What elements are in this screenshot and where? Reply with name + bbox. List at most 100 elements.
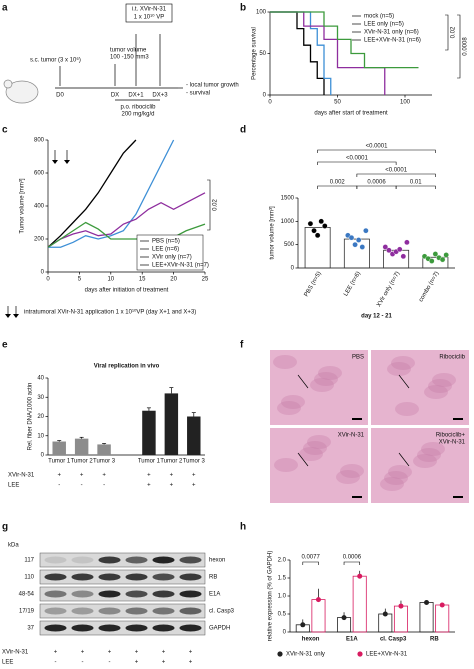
x-axis-label: days after start of treatment xyxy=(314,111,388,117)
legend-label: XVir-N-31 only (n=6) xyxy=(364,30,419,36)
histology-image xyxy=(371,350,469,425)
y-tick-label: 50 xyxy=(259,51,266,57)
x-axis-label: days after initiation of treatment xyxy=(85,288,169,294)
data-point xyxy=(432,251,439,257)
bar xyxy=(97,444,111,455)
data-point xyxy=(396,246,403,253)
scale-bar xyxy=(352,418,362,420)
data-point xyxy=(404,239,410,246)
blot-strip xyxy=(39,620,206,636)
y-axis-label: Percentage survival xyxy=(252,27,258,80)
data-point xyxy=(439,256,446,263)
footnote: intratumoral XVir-N-31 application 1 x 1… xyxy=(24,309,196,316)
condition-sign: - xyxy=(103,483,105,489)
marker-label: 117 xyxy=(24,558,34,564)
series-line xyxy=(48,192,206,248)
scale-bar xyxy=(453,418,463,420)
tissue-texture xyxy=(340,464,364,478)
category-label: Tumor 2 xyxy=(71,459,94,465)
y-axis-label: relative expression (% of GAPDH) xyxy=(268,551,274,642)
blot-band xyxy=(71,556,94,564)
arrow-head xyxy=(5,314,11,318)
blot-band xyxy=(152,573,175,581)
y-tick-label: 0 xyxy=(291,266,295,272)
marker-label: 37 xyxy=(27,626,34,632)
x-tick-label: 20 xyxy=(170,277,177,283)
chart-title: Viral replication in vivo xyxy=(94,364,160,370)
y-tick-label: 100 xyxy=(256,10,267,16)
data-point xyxy=(318,218,325,225)
condition-label: LEE xyxy=(2,660,13,666)
tissue-texture xyxy=(417,448,441,462)
series-line xyxy=(48,139,175,248)
data-point xyxy=(400,253,407,260)
y-axis-label: tumor volume [mm³] xyxy=(270,206,276,260)
mean-bar xyxy=(422,256,449,269)
legend-label: XVir only (n=7) xyxy=(152,255,192,261)
p-value: 0.0006 xyxy=(343,555,362,561)
category-label: Tumor 3 xyxy=(183,459,206,465)
bracket xyxy=(302,561,319,565)
tissue-texture xyxy=(380,477,404,491)
pointer-arrow xyxy=(297,374,309,389)
label: D0 xyxy=(56,93,64,99)
condition-sign: + xyxy=(147,483,151,489)
category-label: Tumor 1 xyxy=(48,459,71,465)
marker-label: 48-54 xyxy=(19,592,35,598)
legend-label: PBS (n=5) xyxy=(152,239,180,245)
bracket xyxy=(317,149,436,153)
tissue-texture xyxy=(307,435,331,449)
y-tick-label: 200 xyxy=(34,237,45,243)
x-tick-label: 50 xyxy=(334,100,341,106)
tissue-texture xyxy=(428,379,452,393)
data-point xyxy=(359,244,366,250)
x-tick-label: 0 xyxy=(268,100,272,106)
condition-sign: - xyxy=(58,483,60,489)
panel-label: d xyxy=(240,125,246,136)
category-label: E1A xyxy=(346,637,358,643)
blot-band xyxy=(44,624,67,632)
x-tick-label: 10 xyxy=(107,277,114,283)
bracket xyxy=(457,14,461,79)
blot-band xyxy=(98,573,121,581)
data-point xyxy=(300,622,306,628)
y-tick-label: 0 xyxy=(283,630,287,636)
condition-sign: + xyxy=(162,650,166,656)
tissue-texture xyxy=(310,378,334,392)
bracket xyxy=(343,561,361,565)
y-tick-label: 1000 xyxy=(281,219,295,225)
blot-band xyxy=(125,607,148,615)
data-point xyxy=(424,599,430,605)
data-point xyxy=(398,603,404,609)
legend-label: LEE (n=6) xyxy=(152,247,179,253)
tissue-texture xyxy=(336,470,360,484)
data-point xyxy=(341,615,347,621)
blot-band xyxy=(125,573,148,581)
condition-sign: + xyxy=(81,650,85,656)
p-value: 0.02 xyxy=(451,26,457,38)
y-tick-label: 1500 xyxy=(281,196,295,202)
virus-box xyxy=(125,3,173,23)
tissue-texture xyxy=(432,373,456,387)
mean-bar xyxy=(304,226,331,269)
condition-sign: + xyxy=(189,660,193,666)
blot-band xyxy=(44,590,67,598)
legend-label: LEE+XVir-N-31 (n=7) xyxy=(152,263,209,269)
y-tick-label: 20 xyxy=(37,414,44,420)
legend-swatch xyxy=(277,651,283,657)
condition-sign: - xyxy=(82,660,84,666)
blot-band xyxy=(179,573,202,581)
bracket xyxy=(317,185,358,189)
condition-sign: + xyxy=(170,473,174,479)
blot-strip xyxy=(39,586,206,602)
data-point xyxy=(322,223,328,229)
p-value: 0.01 xyxy=(410,180,422,186)
condition-label: LEE xyxy=(8,483,19,489)
bar xyxy=(393,605,408,633)
series-line xyxy=(270,11,332,95)
panel-label: f xyxy=(240,340,244,351)
label: 1 x 10¹⁰ VP xyxy=(134,14,164,21)
blot-band xyxy=(179,590,202,598)
injection-arrows xyxy=(5,150,70,318)
x-tick-label: 25 xyxy=(202,277,209,283)
